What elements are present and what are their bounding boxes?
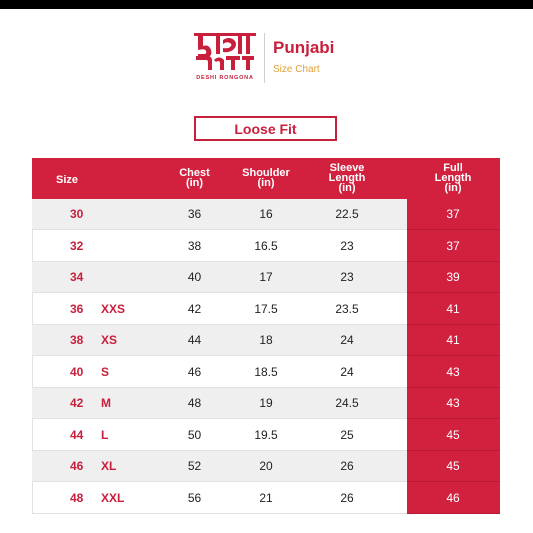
- size-table: Size Chest (in) Shoulder (in) Sleeve Length…: [32, 158, 500, 514]
- cell-chest: 40: [187, 270, 202, 284]
- cell-chest: 48: [187, 396, 202, 410]
- cell-size-label: XXL: [101, 490, 125, 505]
- table-row: 44 L 50 19.5 25 45: [32, 420, 500, 451]
- header-chest: Chest (in): [179, 167, 210, 189]
- cell-full-length: 43: [446, 396, 460, 410]
- cell-full-length: 41: [446, 301, 460, 316]
- cell-size-label: XS: [101, 333, 118, 347]
- cell-sleeve-length: 24.5: [335, 396, 359, 410]
- cell-sleeve-length: 23: [340, 238, 354, 253]
- cell-shoulder: 18.5: [254, 364, 278, 379]
- table-row: 30 36 16 22.5 37: [32, 199, 500, 230]
- cell-shoulder: 20: [259, 459, 273, 473]
- cell-chest: 56: [187, 490, 202, 505]
- cell-chest: 44: [187, 333, 202, 347]
- cell-size-label: S: [101, 364, 110, 379]
- cell-full-length: 41: [446, 333, 460, 347]
- header-sleeve-length: Sleeve Length (in): [328, 162, 366, 194]
- cell-full-length: 43: [446, 364, 460, 379]
- cell-size-label: [101, 262, 141, 293]
- cell-size: 34: [70, 270, 84, 284]
- table-header: Size Chest (in) Shoulder (in) Sleeve Length…: [32, 158, 500, 199]
- cell-size: 36: [70, 301, 84, 316]
- table-left-border: [32, 199, 33, 514]
- size-chart-subtitle: Size Chart: [273, 64, 320, 75]
- header-divider: [264, 33, 265, 83]
- header-shoulder: Shoulder (in): [242, 167, 290, 189]
- cell-size: 32: [70, 238, 84, 253]
- table-row: 40 S 46 18.5 24 43: [32, 357, 500, 388]
- cell-shoulder: 19.5: [254, 427, 278, 442]
- cell-full-length: 46: [446, 490, 460, 505]
- cell-sleeve-length: 22.5: [335, 207, 359, 221]
- cell-size: 38: [70, 333, 84, 347]
- product-title: Punjabi: [273, 38, 335, 57]
- cell-size-label: [101, 199, 141, 230]
- cell-chest: 42: [187, 301, 202, 316]
- cell-size: 42: [70, 396, 84, 410]
- cell-chest: 50: [187, 427, 202, 442]
- fit-label: Loose Fit: [194, 116, 337, 141]
- cell-shoulder: 17.5: [254, 301, 278, 316]
- cell-full-length: 39: [446, 270, 460, 284]
- cell-chest: 46: [187, 364, 202, 379]
- table-row: 34 40 17 23 39: [32, 262, 500, 293]
- cell-size-label: M: [101, 396, 111, 410]
- cell-sleeve-length: 23.5: [335, 301, 359, 316]
- cell-chest: 52: [187, 459, 202, 473]
- top-bar: [0, 0, 533, 9]
- cell-size: 48: [70, 490, 84, 505]
- cell-sleeve-length: 26: [340, 459, 354, 473]
- cell-size: 30: [70, 207, 84, 221]
- logo-subtext: DESHI RONGONA: [196, 75, 254, 81]
- cell-shoulder: 21: [259, 490, 273, 505]
- cell-size: 40: [70, 364, 84, 379]
- table-row: 46 XL 52 20 26 45: [32, 451, 500, 482]
- cell-size: 46: [70, 459, 84, 473]
- table-row: 42 M 48 19 24.5 43: [32, 388, 500, 419]
- cell-full-length: 45: [446, 427, 460, 442]
- cell-sleeve-length: 24: [340, 333, 354, 347]
- cell-size-label: [101, 231, 141, 262]
- cell-shoulder: 19: [259, 396, 273, 410]
- brand-logo: DESHI RONGONA: [192, 30, 258, 84]
- cell-sleeve-length: 24: [340, 364, 354, 379]
- table-row: 48 XXL 56 21 26 46: [32, 483, 500, 514]
- cell-sleeve-length: 23: [340, 270, 354, 284]
- table-row: 36 XXS 42 17.5 23.5 41: [32, 294, 500, 325]
- cell-full-length: 37: [446, 238, 460, 253]
- full-length-column-bg: [407, 199, 500, 514]
- cell-full-length: 45: [446, 459, 460, 473]
- cell-size-label: XXS: [101, 301, 126, 316]
- cell-chest: 36: [187, 207, 202, 221]
- cell-sleeve-length: 25: [340, 427, 354, 442]
- table-row: 32 38 16.5 23 37: [32, 231, 500, 262]
- cell-shoulder: 18: [259, 333, 273, 347]
- table-row: 38 XS 44 18 24 41: [32, 325, 500, 356]
- cell-sleeve-length: 26: [340, 490, 354, 505]
- cell-full-length: 37: [446, 207, 460, 221]
- cell-size-label: XL: [101, 459, 117, 473]
- cell-chest: 38: [187, 238, 202, 253]
- cell-size: 44: [70, 427, 84, 442]
- header-size: Size: [56, 174, 79, 186]
- cell-size-label: L: [101, 427, 109, 442]
- logo-mark-icon: [194, 33, 256, 70]
- cell-shoulder: 17: [259, 270, 273, 284]
- cell-shoulder: 16.5: [254, 238, 278, 253]
- cell-shoulder: 16: [259, 207, 273, 221]
- header-full-length: Full Length (in): [434, 162, 472, 194]
